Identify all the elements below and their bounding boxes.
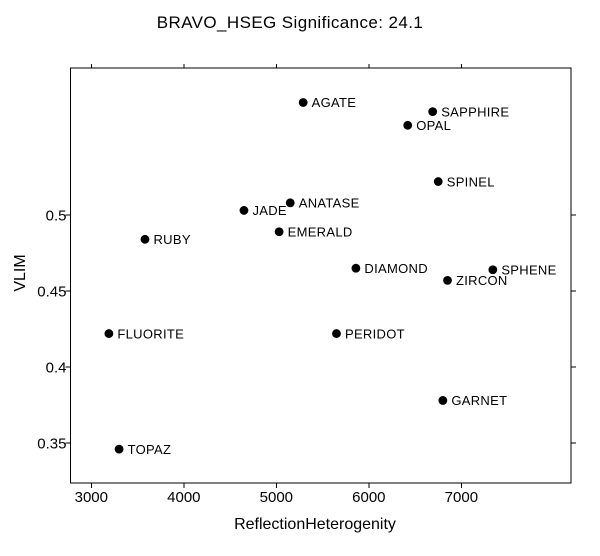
y-tick-label: 0.4 (46, 360, 67, 377)
data-point-garnet: GARNET (438, 393, 507, 408)
y-tick-label: 0.45 (37, 284, 66, 301)
point-marker-icon (332, 329, 341, 338)
point-label: TOPAZ (128, 442, 172, 457)
point-marker-icon (403, 120, 413, 130)
data-point-fluorite: FLUORITE (104, 326, 184, 341)
point-label: ANATASE (299, 196, 360, 211)
point-marker-icon (488, 265, 498, 275)
data-point-peridot: PERIDOT (332, 326, 405, 341)
y-axis-label: VLIM (12, 254, 29, 292)
point-label: ZIRCON (456, 273, 508, 288)
data-point-ruby: RUBY (140, 232, 191, 247)
x-tick-label: 3000 (75, 489, 108, 506)
data-point-agate: AGATE (298, 95, 357, 110)
data-point-diamond: DIAMOND (351, 261, 428, 276)
point-label: SPINEL (447, 174, 495, 189)
point-marker-icon (443, 275, 452, 285)
x-tick-label: 5000 (260, 489, 293, 506)
point-marker-icon (239, 206, 249, 215)
point-marker-icon (428, 107, 438, 117)
point-marker-icon (433, 177, 443, 186)
point-label: EMERALD (288, 224, 353, 239)
point-label: AGATE (312, 95, 357, 110)
data-point-topaz: TOPAZ (114, 442, 172, 457)
point-label: OPAL (416, 118, 451, 133)
data-point-sphene: SPHENE (488, 262, 556, 277)
point-marker-icon (114, 444, 124, 454)
point-marker-icon (438, 396, 448, 405)
point-label: SPHENE (501, 262, 556, 277)
point-label: JADE (252, 203, 286, 218)
plot-frame (70, 67, 572, 484)
point-label: GARNET (451, 393, 507, 408)
point-marker-icon (140, 234, 150, 244)
point-label: PERIDOT (345, 326, 405, 341)
point-label: DIAMOND (364, 261, 428, 276)
point-marker-icon (104, 329, 114, 338)
point-label: RUBY (153, 232, 190, 247)
point-label: SAPPHIRE (441, 104, 509, 119)
point-marker-icon (285, 198, 295, 208)
data-point-zircon: ZIRCON (443, 273, 508, 288)
point-marker-icon (351, 263, 361, 273)
point-marker-icon (298, 98, 308, 107)
data-point-anatase: ANATASE (285, 196, 360, 211)
x-tick-label: 7000 (445, 489, 478, 506)
data-point-sapphire: SAPPHIRE (428, 104, 509, 119)
x-axis-label: ReflectionHeterogenity (234, 516, 396, 533)
chart-title: BRAVO_HSEG Significance: 24.1 (156, 13, 424, 32)
point-label: FLUORITE (117, 326, 184, 341)
x-tick-label: 6000 (352, 489, 385, 506)
data-point-opal: OPAL (403, 118, 451, 133)
y-tick-label: 0.35 (37, 436, 66, 453)
y-tick-label: 0.5 (46, 207, 67, 224)
point-marker-icon (274, 227, 284, 237)
data-point-jade: JADE (239, 203, 287, 218)
data-point-spinel: SPINEL (433, 174, 495, 189)
x-tick-label: 4000 (167, 489, 200, 506)
data-point-emerald: EMERALD (274, 224, 353, 239)
